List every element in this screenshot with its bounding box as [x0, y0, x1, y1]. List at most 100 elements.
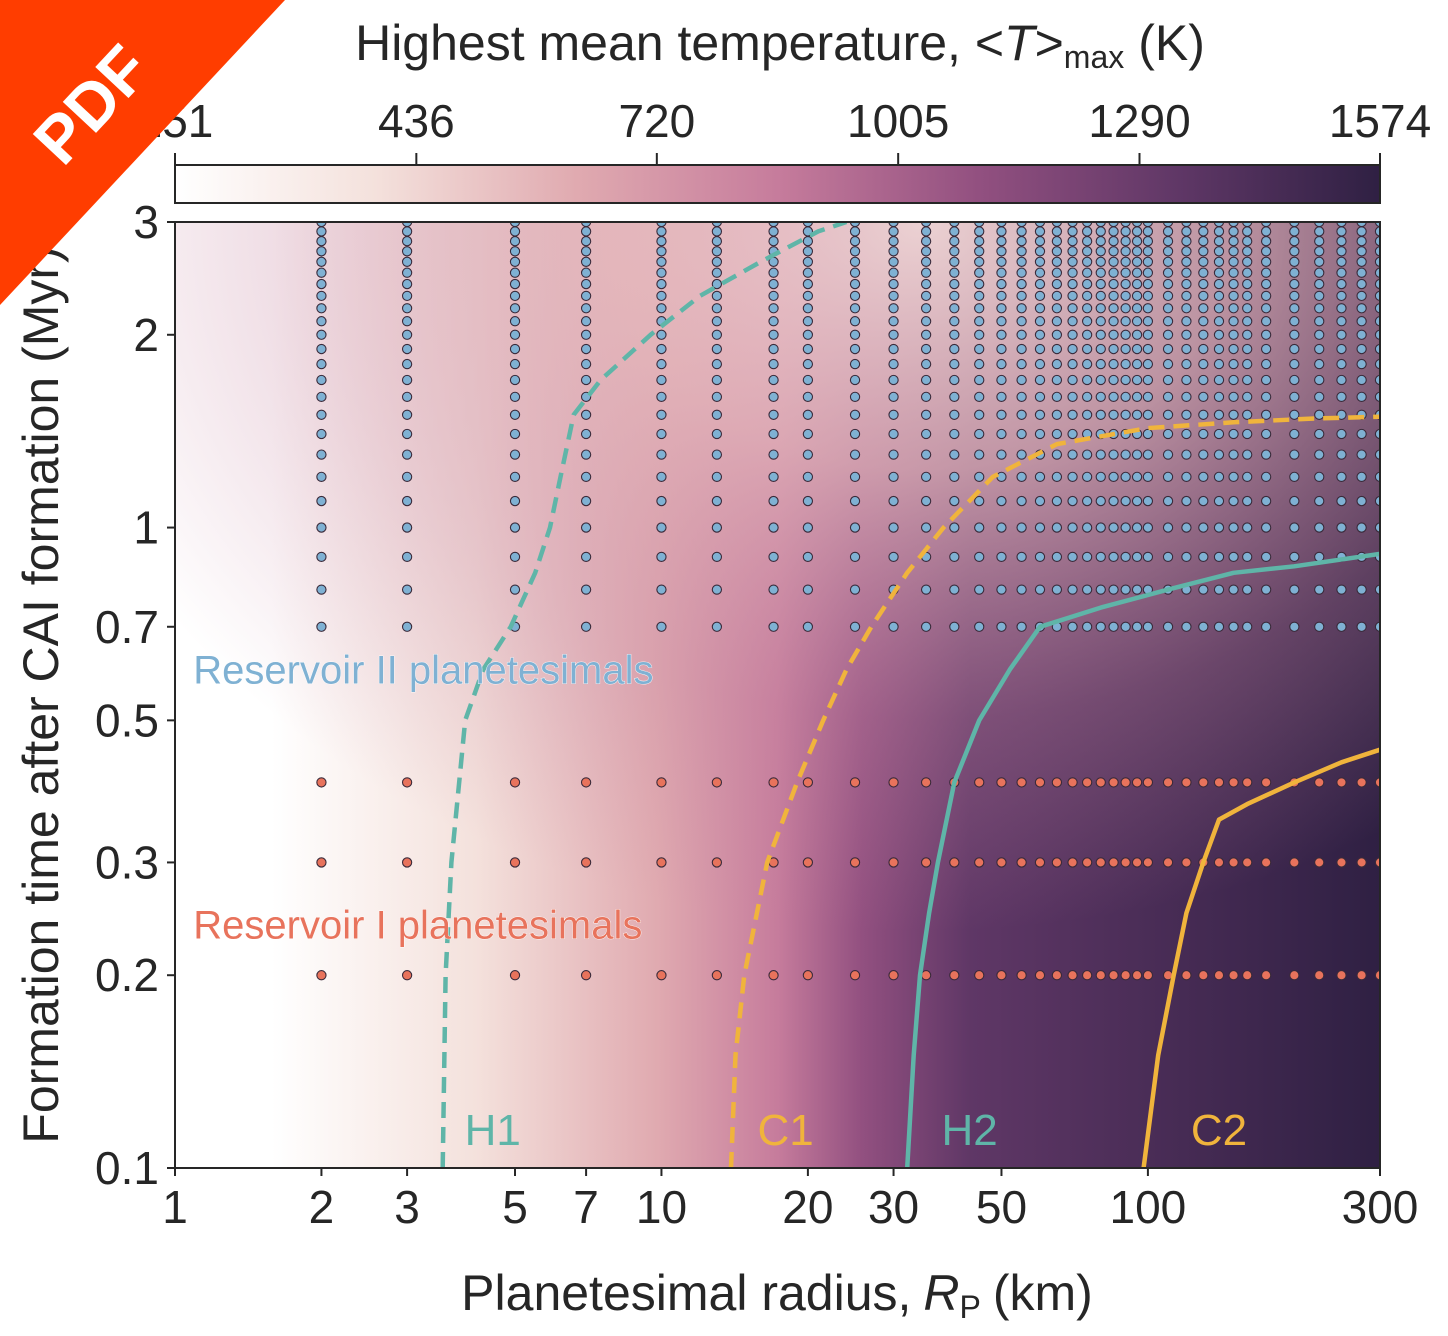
reservoir-ii-point: [1228, 226, 1239, 237]
reservoir-ii-point: [1356, 391, 1367, 402]
reservoir-ii-point: [1095, 449, 1106, 460]
reservoir-ii-point: [1095, 358, 1106, 370]
reservoir-i-point: [802, 857, 814, 868]
reservoir-i-point: [1374, 970, 1380, 981]
reservoir-ii-point: [1081, 343, 1093, 355]
reservoir-ii-point: [1095, 551, 1106, 563]
reservoir-ii-point: [1034, 226, 1046, 237]
reservoir-ii-point: [1108, 267, 1119, 278]
reservoir-ii-point: [1081, 256, 1093, 267]
reservoir-ii-point: [1034, 222, 1046, 228]
reservoir-ii-point: [1162, 226, 1174, 237]
reservoir-ii-point: [1336, 621, 1347, 632]
reservoir-ii-point: [1374, 222, 1380, 228]
reservoir-ii-point: [888, 343, 899, 355]
reservoir-ii-point: [1242, 343, 1253, 355]
reservoir-ii-point: [1260, 222, 1272, 228]
reservoir-i-point: [1242, 857, 1253, 868]
reservoir-ii-point: [580, 449, 592, 460]
reservoir-ii-point: [888, 278, 899, 290]
reservoir-ii-point: [1067, 290, 1078, 302]
reservoir-ii-point: [656, 584, 667, 595]
x-tick-label: 100: [1110, 1181, 1187, 1233]
reservoir-ii-point: [1213, 290, 1225, 302]
reservoir-ii-point: [1142, 256, 1154, 267]
reservoir-ii-point: [1336, 290, 1347, 302]
reservoir-ii-point: [888, 222, 899, 228]
reservoir-ii-point: [768, 495, 779, 507]
reservoir-ii-point: [849, 522, 861, 533]
reservoir-ii-point: [1260, 584, 1272, 595]
reservoir-ii-point: [509, 374, 521, 386]
reservoir-ii-point: [1067, 358, 1078, 370]
reservoir-ii-point: [1336, 374, 1347, 386]
reservoir-ii-point: [1198, 374, 1209, 386]
reservoir-ii-point: [401, 329, 413, 340]
reservoir-ii-point: [316, 343, 327, 355]
reservoir-ii-point: [1108, 236, 1119, 247]
reservoir-ii-point: [1181, 551, 1192, 563]
reservoir-ii-point: [1108, 343, 1119, 355]
reservoir-ii-point: [974, 290, 985, 302]
reservoir-i-point: [949, 970, 960, 981]
pdf-badge[interactable]: PDF: [0, 0, 285, 305]
reservoir-ii-point: [1081, 290, 1093, 302]
reservoir-ii-point: [1181, 226, 1192, 237]
reservoir-ii-point: [1242, 329, 1253, 340]
reservoir-i-point: [1162, 777, 1174, 788]
reservoir-ii-point: [656, 222, 667, 228]
reservoir-ii-point: [1131, 222, 1143, 228]
reservoir-ii-point: [802, 621, 814, 632]
reservoir-ii-point: [1356, 226, 1367, 237]
reservoir-ii-point: [1289, 329, 1300, 340]
reservoir-ii-point: [1162, 471, 1174, 483]
reservoir-ii-point: [1016, 621, 1027, 632]
reservoir-ii-point: [580, 358, 592, 370]
reservoir-ii-point: [1162, 551, 1174, 563]
reservoir-ii-point: [580, 267, 592, 278]
reservoir-ii-point: [1242, 584, 1253, 595]
reservoir-ii-point: [1067, 316, 1078, 327]
reservoir-ii-point: [949, 495, 960, 507]
reservoir-ii-point: [1016, 374, 1027, 386]
reservoir-ii-point: [1095, 278, 1106, 290]
reservoir-ii-point: [1228, 316, 1239, 327]
reservoir-ii-point: [1120, 584, 1131, 595]
reservoir-ii-point: [1314, 329, 1325, 340]
reservoir-ii-point: [996, 343, 1007, 355]
reservoir-ii-point: [849, 428, 861, 440]
x-tick-label: 20: [782, 1181, 833, 1233]
y-tick-label: 2: [133, 309, 159, 361]
reservoir-ii-point: [1336, 449, 1347, 460]
reservoir-ii-point: [974, 374, 985, 386]
reservoir-ii-point: [1228, 278, 1239, 290]
reservoir-ii-point: [1120, 358, 1131, 370]
reservoir-i-point: [1081, 777, 1093, 788]
reservoir-ii-point: [1081, 246, 1093, 257]
reservoir-ii-point: [1081, 409, 1093, 420]
reservoir-ii-point: [1356, 449, 1367, 460]
reservoir-ii-point: [1228, 522, 1239, 533]
reservoir-i-point: [920, 777, 932, 788]
reservoir-i-point: [1051, 777, 1063, 788]
reservoir-ii-point: [1162, 391, 1174, 402]
reservoir-ii-point: [1314, 374, 1325, 386]
reservoir-ii-point: [768, 409, 779, 420]
reservoir-ii-point: [996, 428, 1007, 440]
reservoir-ii-point: [1081, 316, 1093, 327]
reservoir-i-point: [768, 777, 779, 788]
reservoir-ii-point: [802, 278, 814, 290]
reservoir-ii-point: [1181, 522, 1192, 533]
y-tick-label: 0.7: [95, 601, 159, 653]
reservoir-ii-point: [1131, 409, 1143, 420]
reservoir-ii-point: [974, 391, 985, 402]
reservoir-i-point: [949, 857, 960, 868]
reservoir-ii-point: [920, 343, 932, 355]
reservoir-ii-point: [849, 449, 861, 460]
reservoir-ii-point: [1289, 256, 1300, 267]
reservoir-ii-point: [1081, 374, 1093, 386]
reservoir-ii-point: [1242, 428, 1253, 440]
reservoir-ii-point: [1051, 316, 1063, 327]
reservoir-ii-point: [1181, 374, 1192, 386]
reservoir-i-point: [1181, 970, 1192, 981]
